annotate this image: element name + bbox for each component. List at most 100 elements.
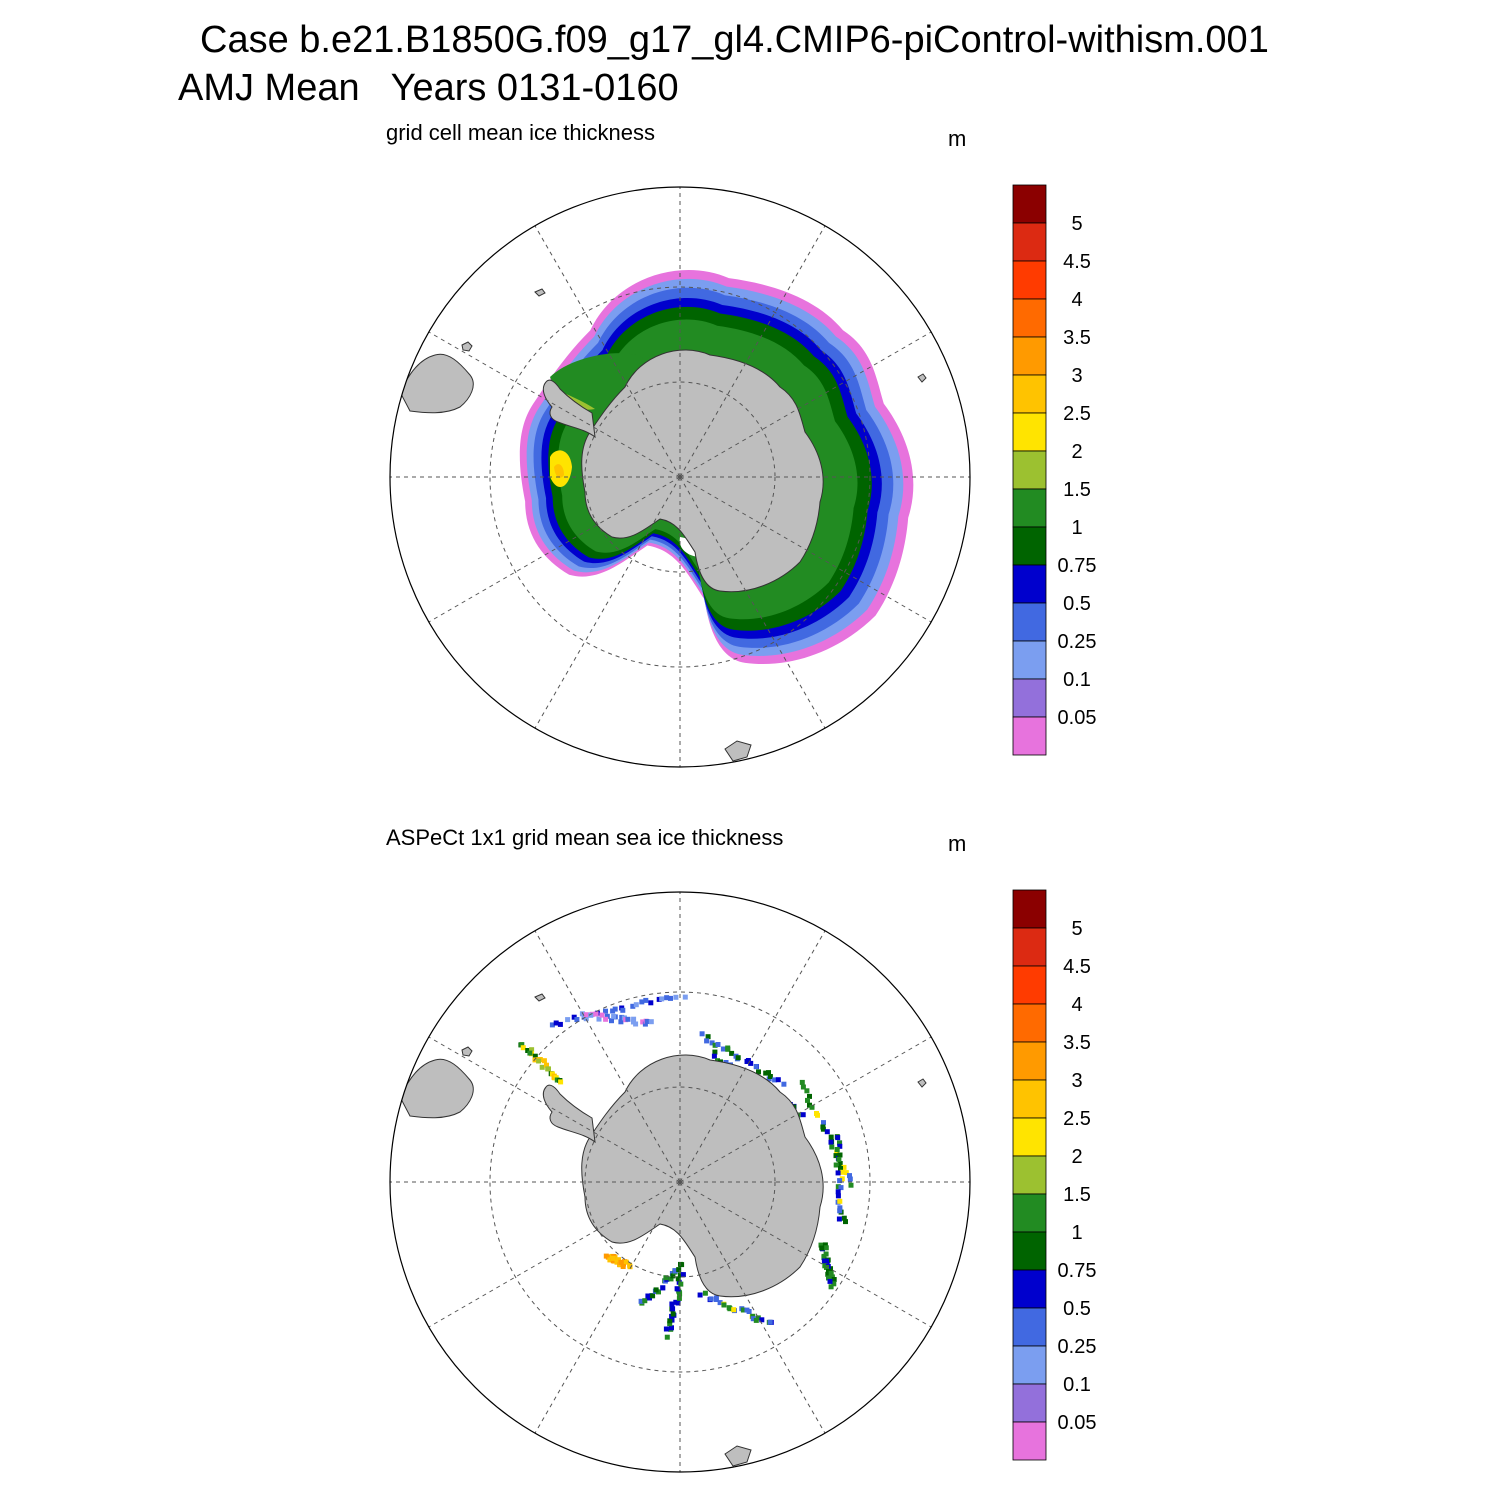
colorbar-box [1012,1231,1047,1271]
meridian-line [679,1181,932,1328]
colorbar-label: 2.5 [1063,1108,1091,1130]
obs-cell [821,1255,827,1261]
obs-cell [618,1019,624,1025]
panel-1-map [389,186,971,768]
obs-cell [539,1064,545,1070]
antarctic-peninsula-land [542,379,596,439]
obs-cell [640,1019,646,1025]
colorbar-label: 1.5 [1063,479,1091,501]
obs-cell [667,1321,673,1327]
obs-cell [843,1170,849,1176]
obs-cell [609,1018,614,1024]
obs-cell [804,1088,810,1094]
obs-cell [673,994,679,1000]
obs-cell [836,1216,842,1222]
obs-cell [669,1325,674,1331]
peninsula-thickest-ice [554,464,564,478]
meridian-line [534,930,681,1183]
obs-cell [712,1042,718,1048]
latitude-circle [489,991,871,1373]
panel-2-unit: m [948,831,967,856]
obs-cell [775,1077,781,1083]
obs-cell [525,1048,531,1053]
obs-cell [630,1003,636,1009]
colorbar-label: 0.1 [1063,669,1091,691]
obs-cell [532,1053,538,1059]
panel-1-unit: m [948,126,967,151]
obs-cell [823,1245,829,1251]
obs-cell [675,1276,681,1282]
obs-cell [839,1176,845,1182]
obs-cell [836,1156,842,1162]
obs-cell [642,1021,648,1027]
colorbar-label: 0.25 [1058,1336,1097,1358]
obs-cell [838,1166,843,1171]
colorbar-label: 3 [1071,1070,1082,1092]
obs-cell [705,1034,711,1040]
colorbar-box [1012,1117,1047,1157]
obs-cell [835,1135,841,1141]
obs-cell [650,1293,656,1299]
obs-cell [825,1271,831,1277]
colorbar-box [1012,222,1047,262]
obs-cell [818,1242,824,1248]
obs-cell [623,1259,629,1265]
colorbar-box [1012,1345,1047,1385]
obs-cell [678,1281,684,1287]
colorbar-box [1012,564,1047,604]
map-content [399,270,927,762]
obs-cell [837,1143,843,1149]
south-georgia-land [534,993,546,1002]
colorbar-label: 0.5 [1063,593,1091,615]
obs-cell [837,1198,843,1204]
colorbar-label: 2.5 [1063,403,1091,425]
obs-cell [571,1014,577,1020]
obs-cell [721,1302,727,1308]
obs-cell [644,1019,650,1024]
obs-cell [746,1309,752,1314]
map-border [389,891,971,1473]
obs-cell [699,1031,705,1037]
obs-cell [638,1298,644,1304]
colorbar-label: 0.75 [1058,1260,1097,1282]
obs-cell [680,1272,686,1278]
obs-cell [697,1292,703,1298]
obs-cell [837,1152,843,1158]
obs-cell [610,1258,616,1264]
obs-cell [740,1307,746,1313]
obs-cell [618,1259,624,1265]
obs-cell [814,1111,819,1116]
map-content [399,991,927,1467]
obs-cell [648,1019,654,1025]
obs-cell [843,1219,848,1225]
obs-cell [574,1017,580,1022]
obs-cell [610,1008,616,1014]
colorbar-label: 1.5 [1063,1184,1091,1206]
obs-cell [677,1272,683,1278]
obs-cell [805,1097,810,1103]
obs-cell [833,1153,839,1159]
meridian-line [679,1036,932,1183]
colorbar-label: 4.5 [1063,251,1091,273]
obs-cell [596,1016,602,1022]
colorbar-box [1012,927,1047,967]
colorbar-box [1012,1003,1047,1043]
meridian-line [428,331,681,478]
obs-cell [827,1278,833,1284]
colorbar-box [1012,1041,1047,1081]
meridian-line [428,476,681,623]
obs-cell [835,1189,841,1195]
panel-2-title: ASPeCt 1x1 grid mean sea ice thickness [386,825,784,850]
obs-cell [848,1182,854,1188]
obs-cell [841,1164,847,1170]
obs-cell [837,1208,843,1214]
obs-cell [625,1016,631,1022]
obs-cell [837,1178,843,1184]
colorbar-box [1012,450,1047,490]
obs-cell [593,1011,599,1017]
obs-cell [708,1296,714,1302]
obs-cell [676,1290,682,1296]
obs-cell [604,1013,610,1019]
obs-cell [826,1269,831,1274]
colorbar-box [1012,488,1047,528]
